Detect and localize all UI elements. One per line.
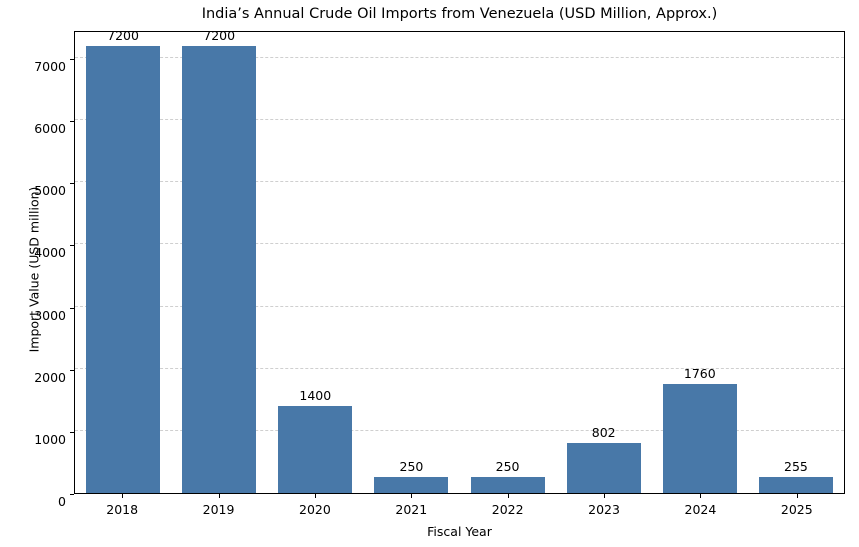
y-tick-mark [70,431,74,433]
bar-value-label: 7200 [107,27,139,43]
x-tick-group: 2023 [556,494,652,524]
chart-title: India’s Annual Crude Oil Imports from Ve… [201,6,718,22]
x-tick-mark [700,494,702,498]
y-tick-mark [70,58,74,60]
x-tick-group: 2022 [460,494,556,524]
bar[interactable] [86,45,161,493]
x-tick-group: 2019 [170,494,266,524]
x-tick-label: 2020 [299,502,331,517]
bar-value-label: 250 [399,459,424,475]
bar-group[interactable]: 250 [363,32,459,493]
bar-value-label: 1400 [299,388,332,403]
y-tick-mark [70,369,74,371]
bar-group[interactable]: 1760 [652,32,748,493]
y-tick-mark [70,183,74,185]
x-tick-label: 2023 [588,502,620,517]
x-axis-label: Fiscal Year [427,524,492,539]
bar[interactable] [758,477,833,493]
x-axis-ticks: 2018 2019 2020 2021 2022 2023 2024 2025 [74,494,845,524]
bar-group[interactable]: 7200 [171,28,267,493]
x-tick-label: 2021 [395,502,428,517]
bar-value-label: 255 [784,459,808,475]
bars-layer: 7200 7200 1400 250 250 802 1760 255 [75,28,844,493]
bar-group[interactable]: 255 [748,32,844,493]
bar-group[interactable]: 250 [460,32,556,493]
x-tick-group: 2020 [267,494,363,524]
x-tick-mark [314,494,316,498]
x-tick-label: 2022 [491,502,524,517]
bar-value-label: 802 [591,425,616,441]
x-tick-mark [122,494,124,498]
x-tick-mark [796,494,798,498]
y-tick-mark [70,307,74,309]
x-tick-label: 2025 [780,502,813,517]
bar-value-label: 250 [495,459,520,475]
bar-group[interactable]: 1400 [267,32,363,493]
bar[interactable] [374,477,449,493]
x-tick-label: 2024 [684,502,717,517]
bar[interactable] [662,383,737,493]
bar[interactable] [566,443,641,493]
x-tick-group: 2018 [74,494,170,524]
bar-value-label: 7200 [203,27,236,43]
y-axis-ticks: 0 1000 2000 3000 4000 5000 6000 7000 [0,31,74,509]
x-tick-group: 2025 [749,494,845,524]
bar[interactable] [278,406,353,493]
bar[interactable] [470,477,545,493]
plot-area: 7200 7200 1400 250 250 802 1760 255 [74,28,845,494]
x-tick-mark [411,494,413,498]
x-tick-group: 2024 [652,494,748,524]
x-tick-group: 2021 [363,494,459,524]
y-tick-mark [70,121,74,123]
x-tick-mark [218,494,220,498]
x-tick-mark [507,494,509,498]
bar[interactable] [182,45,257,493]
x-tick-label: 2018 [106,502,139,517]
y-tick-mark [70,245,74,247]
x-tick-label: 2019 [202,502,235,517]
bar-group[interactable]: 802 [556,32,652,493]
y-tick-mark [70,494,74,495]
bar-group[interactable]: 7200 [75,28,171,493]
bar-value-label: 1760 [683,365,716,381]
x-tick-mark [604,494,606,498]
